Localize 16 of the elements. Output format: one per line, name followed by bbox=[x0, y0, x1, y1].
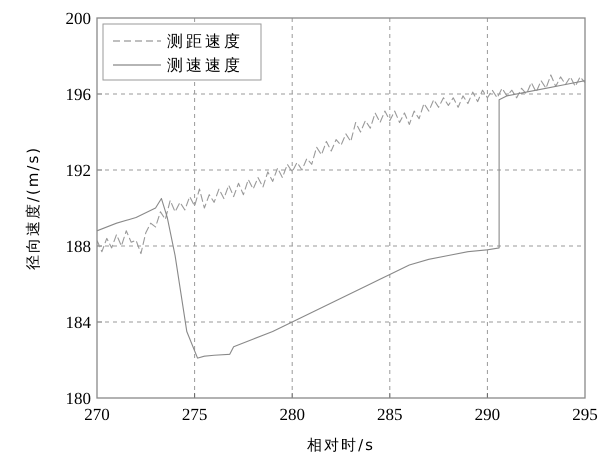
y-tick-label: 188 bbox=[66, 236, 91, 256]
y-tick-label: 180 bbox=[66, 388, 91, 408]
y-axis-title: 径向速度/(m/s) bbox=[24, 146, 42, 270]
x-tick-label: 285 bbox=[377, 405, 403, 424]
y-tick-label: 200 bbox=[66, 8, 91, 28]
x-tick-label: 290 bbox=[474, 405, 500, 424]
y-tick-label: 196 bbox=[66, 84, 91, 104]
x-tick-label: 270 bbox=[84, 405, 110, 424]
x-tick-label: 295 bbox=[572, 405, 598, 424]
y-tick-label: 192 bbox=[66, 160, 91, 180]
x-tick-label: 275 bbox=[182, 405, 208, 424]
x-axis-title: 相对时/s bbox=[307, 436, 375, 454]
legend-label: 测距速度 bbox=[167, 32, 243, 51]
x-tick-label: 280 bbox=[279, 405, 305, 424]
y-tick-label: 184 bbox=[66, 312, 92, 332]
legend-label: 测速速度 bbox=[167, 56, 243, 75]
